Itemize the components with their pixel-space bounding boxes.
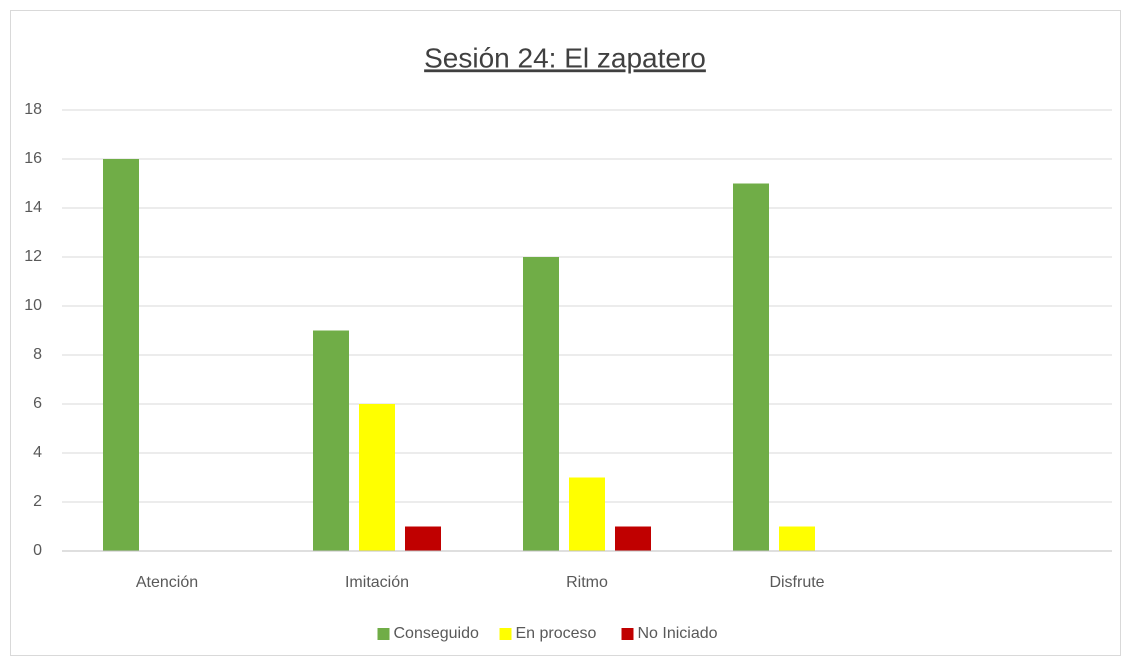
- bar: [359, 404, 395, 551]
- bar: [615, 526, 651, 551]
- y-tick-label: 8: [33, 346, 42, 363]
- y-tick-label: 4: [33, 444, 42, 461]
- bar: [569, 477, 605, 551]
- x-tick-label: Atención: [136, 574, 198, 591]
- x-tick-label: Ritmo: [566, 574, 608, 591]
- bar: [733, 183, 769, 551]
- y-tick-label: 10: [24, 297, 42, 314]
- y-tick-label: 2: [33, 493, 42, 510]
- legend-swatch: [621, 628, 634, 640]
- chart-border: [10, 10, 1121, 656]
- y-tick-label: 18: [24, 101, 42, 118]
- bar: [779, 526, 815, 551]
- y-tick-label: 14: [24, 199, 42, 216]
- y-tick-label: 6: [33, 395, 42, 412]
- chart-title: Sesión 24: El zapatero: [424, 42, 706, 73]
- y-tick-label: 0: [33, 542, 42, 559]
- bar: [103, 159, 139, 551]
- x-tick-label: Imitación: [345, 574, 409, 591]
- y-tick-label: 12: [24, 248, 42, 265]
- legend-label: En proceso: [516, 625, 597, 642]
- bar: [313, 330, 349, 551]
- legend-label: No Iniciado: [638, 625, 718, 642]
- x-tick-label: Disfrute: [769, 574, 824, 591]
- legend-label: Conseguido: [394, 625, 480, 642]
- bar: [405, 526, 441, 551]
- bar: [523, 257, 559, 551]
- legend-swatch: [377, 628, 390, 640]
- y-tick-label: 16: [24, 150, 42, 167]
- legend-swatch: [499, 628, 512, 640]
